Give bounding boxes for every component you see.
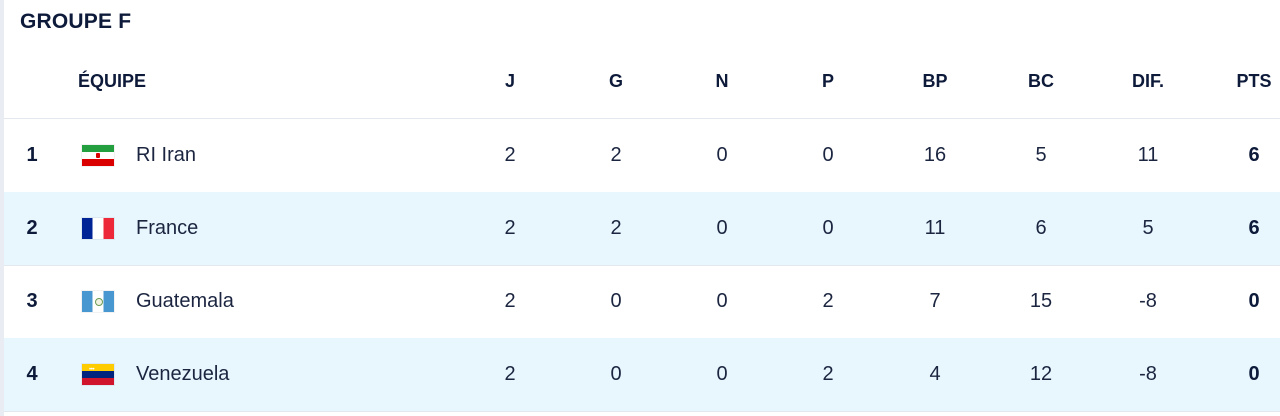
team-name[interactable]: Guatemala: [136, 290, 234, 312]
played: 2: [504, 144, 516, 166]
played: 2: [504, 217, 516, 239]
header-won: G: [608, 70, 623, 91]
header-points: PTS: [1236, 70, 1272, 91]
goal-difference: -8: [1139, 363, 1157, 385]
team-name[interactable]: France: [136, 217, 199, 239]
goals-against: 15: [1029, 290, 1053, 312]
table-row[interactable]: 1 RI Iran 2 2 0 0 16 5 11 6: [4, 119, 1280, 193]
venezuela-flag-icon: [82, 364, 114, 385]
lost: 0: [822, 217, 834, 239]
won: 2: [610, 144, 622, 166]
goal-difference: 11: [1137, 144, 1159, 166]
goal-difference: -8: [1139, 290, 1157, 312]
drawn: 0: [716, 217, 728, 239]
group-title: GROUPE F: [20, 10, 132, 33]
header-team: ÉQUIPE: [78, 70, 147, 91]
drawn: 0: [716, 290, 728, 312]
header-lost: P: [821, 70, 834, 91]
lost: 0: [822, 144, 834, 166]
goals-for: 7: [929, 290, 941, 312]
rank: 4: [26, 363, 38, 385]
header-drawn: N: [715, 70, 729, 91]
team-cell[interactable]: Venezuela: [82, 338, 229, 411]
rank: 3: [26, 290, 38, 312]
points: 0: [1248, 363, 1260, 385]
guatemala-flag-icon: [82, 291, 114, 312]
header-goal-difference: DIF.: [1131, 70, 1164, 91]
goals-against: 12: [1029, 363, 1053, 385]
goal-difference: 5: [1142, 217, 1154, 239]
team-cell[interactable]: France: [82, 192, 198, 265]
rank: 2: [26, 217, 38, 239]
team-name[interactable]: RI Iran: [136, 144, 197, 166]
points: 6: [1248, 144, 1260, 166]
drawn: 0: [716, 144, 728, 166]
lost: 2: [822, 290, 834, 312]
goals-for: 4: [929, 363, 941, 385]
iran-flag-icon: [82, 145, 114, 166]
france-flag-icon: [82, 218, 114, 239]
goals-against: 6: [1035, 217, 1047, 239]
rank: 1: [26, 144, 38, 166]
played: 2: [504, 363, 516, 385]
points: 6: [1248, 217, 1260, 239]
table-row[interactable]: 4 Venezuela 2 0 0 2 4 12 -8 0: [4, 338, 1280, 412]
won: 2: [610, 217, 622, 239]
won: 0: [610, 290, 622, 312]
table-row[interactable]: 3 Guatemala 2 0 0 2 7 15 -8 0: [4, 265, 1280, 339]
table-row[interactable]: 2 France 2 2 0 0 11 6 5 6: [4, 192, 1280, 266]
standings-panel: GROUPE F ÉQUIPE J G N P BP BC DIF. PTS 1…: [4, 0, 1280, 416]
header-goals-for: BP: [922, 70, 948, 91]
header-goals-against: BC: [1028, 70, 1054, 91]
goals-against: 5: [1035, 144, 1047, 166]
header-played: J: [504, 70, 515, 91]
points: 0: [1248, 290, 1260, 312]
drawn: 0: [716, 363, 728, 385]
goals-for: 16: [923, 144, 947, 166]
goals-for: 11: [924, 217, 946, 239]
team-name[interactable]: Venezuela: [136, 363, 230, 385]
table-header: ÉQUIPE J G N P BP BC DIF. PTS: [4, 44, 1280, 119]
team-cell[interactable]: RI Iran: [82, 119, 196, 192]
won: 0: [610, 363, 622, 385]
played: 2: [504, 290, 516, 312]
team-cell[interactable]: Guatemala: [82, 265, 234, 338]
lost: 2: [822, 363, 834, 385]
